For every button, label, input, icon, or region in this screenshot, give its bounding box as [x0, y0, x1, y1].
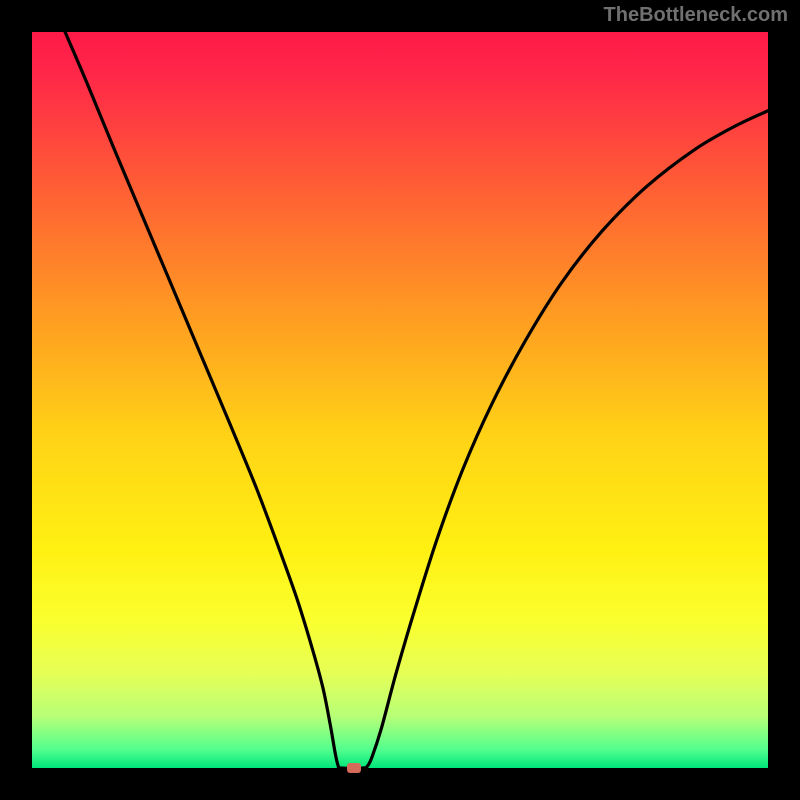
watermark-text: TheBottleneck.com	[604, 4, 788, 27]
bottleneck-curve	[32, 32, 768, 768]
chart-frame: TheBottleneck.com	[0, 0, 800, 800]
plot-area	[32, 32, 768, 768]
optimum-marker	[347, 763, 361, 773]
bottleneck-curve-path	[65, 32, 768, 768]
